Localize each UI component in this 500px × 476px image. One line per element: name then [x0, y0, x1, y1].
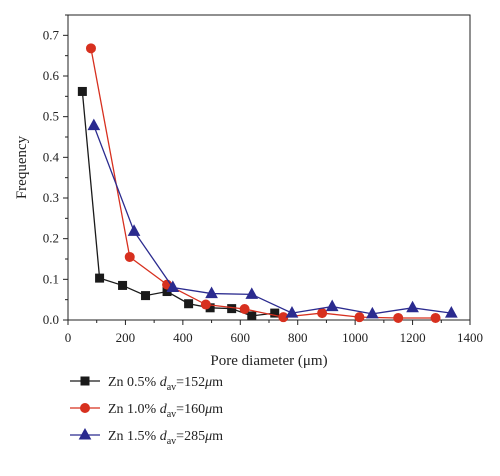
data-point [317, 308, 328, 319]
series-line [90, 48, 436, 319]
data-point [200, 299, 211, 310]
data-point [239, 304, 250, 315]
legend-item-2: Zn 1.0% dav=160μm [70, 402, 223, 420]
data-point [406, 300, 419, 313]
x-tick-label: 1000 [342, 330, 368, 345]
x-tick-label: 600 [231, 330, 251, 345]
series-line [93, 125, 452, 315]
y-tick-label: 0.0 [43, 312, 59, 327]
legend-marker [78, 427, 92, 440]
data-point [124, 251, 135, 262]
x-tick-label: 800 [288, 330, 308, 345]
data-point [227, 304, 237, 314]
data-point [118, 280, 128, 290]
x-tick-label: 400 [173, 330, 193, 345]
data-point [444, 306, 458, 318]
series-layer [77, 43, 458, 323]
legend-label: Zn 1.0% dav=160μm [108, 402, 223, 420]
y-tick-label: 0.7 [43, 27, 60, 42]
y-tick-label: 0.2 [43, 231, 59, 246]
data-point [127, 224, 141, 236]
data-point [393, 312, 404, 323]
x-tick-label: 1400 [457, 330, 483, 345]
legend: Zn 0.5% dav=152μm Zn 1.0% dav=160μm Zn 1.5… [70, 375, 223, 447]
legend-marker [80, 376, 90, 386]
data-point [184, 299, 194, 309]
data-point [205, 286, 218, 299]
x-tick-label: 0 [65, 330, 72, 345]
data-point [77, 86, 87, 96]
series-3 [87, 118, 458, 319]
data-point [166, 280, 180, 292]
x-tick-label: 1200 [400, 330, 426, 345]
y-tick-label: 0.5 [43, 109, 59, 124]
x-axis-title: Pore diameter (μm) [210, 353, 327, 369]
data-point [85, 43, 96, 54]
data-point [141, 291, 151, 301]
series-2 [85, 43, 441, 323]
legend-item-1: Zn 0.5% dav=152μm [70, 375, 223, 393]
y-tick-label: 0.1 [43, 271, 59, 286]
y-tick-label: 0.3 [43, 190, 59, 205]
data-point [430, 312, 441, 323]
y-tick-label: 0.6 [43, 68, 60, 83]
data-point [325, 299, 339, 312]
plot-frame [67, 14, 471, 321]
data-point [95, 273, 105, 283]
legend-label: Zn 1.5% dav=285μm [108, 429, 223, 447]
data-point [247, 311, 257, 321]
data-point [270, 308, 280, 318]
series-line [81, 91, 275, 317]
data-point [285, 306, 299, 318]
data-point [366, 306, 379, 319]
y-axis-title: Frequency [14, 135, 30, 199]
y-tick-label: 0.4 [43, 149, 60, 164]
x-tick-label: 200 [116, 330, 136, 345]
axes: 0 200 400 600 800 1000 1200 1400 0.0 0.1 0.2 0.3 0.4… [14, 14, 483, 369]
data-point [245, 287, 259, 299]
data-point [354, 312, 365, 323]
legend-marker [80, 403, 90, 413]
data-point [87, 118, 101, 131]
series-1 [77, 86, 280, 321]
legend-label: Zn 0.5% dav=152μm [108, 375, 223, 393]
legend-item-3: Zn 1.5% dav=285μm [70, 427, 223, 447]
